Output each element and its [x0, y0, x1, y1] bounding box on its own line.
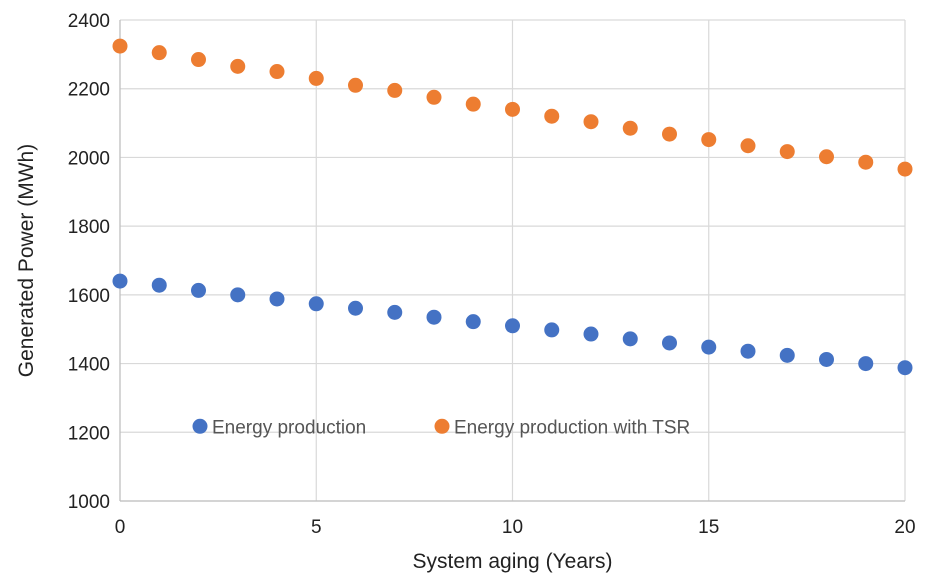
- y-tick-label: 1000: [68, 492, 110, 513]
- data-point: [701, 339, 717, 355]
- series-2: [112, 38, 913, 177]
- x-tick-label: 20: [894, 517, 915, 538]
- data-point: [622, 331, 638, 347]
- data-point: [858, 356, 874, 372]
- data-point: [662, 335, 677, 351]
- data-point: [897, 360, 913, 376]
- data-point: [269, 291, 285, 307]
- data-point: [740, 138, 756, 154]
- tick-labels: 1000 1200 1400 1600 1800 2000 2200 2400 0 5 10 15 20: [68, 11, 916, 538]
- x-tick-label: 5: [311, 517, 322, 538]
- data-point: [544, 108, 560, 124]
- data-point: [583, 326, 599, 342]
- x-axis-title: System aging (Years): [413, 550, 613, 573]
- data-point: [348, 300, 363, 316]
- data-point: [426, 89, 442, 105]
- data-point: [308, 296, 324, 312]
- data-point: [151, 277, 167, 293]
- data-point: [230, 58, 246, 74]
- y-tick-label: 2200: [68, 80, 110, 101]
- legend-marker: [434, 418, 450, 434]
- data-point: [897, 161, 913, 177]
- legend-label: Energy production with TSR: [454, 417, 690, 438]
- data-point: [112, 38, 128, 54]
- data-point: [779, 144, 795, 160]
- y-tick-label: 2000: [68, 148, 110, 169]
- data-point: [191, 52, 206, 68]
- data-point: [662, 126, 677, 142]
- data-point: [465, 314, 481, 330]
- legend-item-1: Energy production: [192, 417, 366, 438]
- y-tick-label: 2400: [68, 11, 110, 32]
- data-point: [112, 273, 128, 289]
- data-point: [740, 343, 756, 359]
- x-tick-label: 10: [502, 517, 523, 538]
- x-tick-label: 0: [115, 517, 126, 538]
- data-point: [348, 77, 363, 93]
- data-point: [465, 96, 481, 112]
- data-point: [779, 347, 795, 363]
- data-point: [505, 101, 520, 117]
- gridlines: [119, 19, 906, 502]
- axes: [119, 20, 905, 502]
- y-tick-label: 1800: [68, 217, 110, 238]
- data-point: [858, 154, 874, 170]
- legend: Energy production Energy production with …: [192, 417, 690, 438]
- legend-label: Energy production: [212, 417, 366, 438]
- data-point: [387, 304, 403, 320]
- data-point: [426, 309, 442, 325]
- data-point: [387, 82, 403, 98]
- data-point: [151, 45, 167, 61]
- y-axis-title: Generated Power (MWh): [15, 144, 38, 377]
- y-tick-label: 1400: [68, 355, 110, 376]
- data-point: [819, 149, 834, 165]
- data-point: [191, 282, 206, 298]
- data-point: [308, 70, 324, 86]
- data-point: [819, 351, 834, 367]
- x-tick-label: 15: [698, 517, 719, 538]
- data-point: [230, 287, 246, 303]
- data-point: [269, 64, 285, 80]
- y-tick-label: 1200: [68, 423, 110, 444]
- y-tick-label: 1600: [68, 286, 110, 307]
- data-point: [701, 132, 717, 148]
- data-point: [622, 120, 638, 136]
- legend-marker: [192, 418, 208, 434]
- data-point: [583, 114, 599, 130]
- data-point: [544, 322, 560, 338]
- data-point: [505, 318, 520, 334]
- data-series: [112, 38, 913, 376]
- series-1: [112, 273, 913, 376]
- legend-item-2: Energy production with TSR: [434, 417, 690, 438]
